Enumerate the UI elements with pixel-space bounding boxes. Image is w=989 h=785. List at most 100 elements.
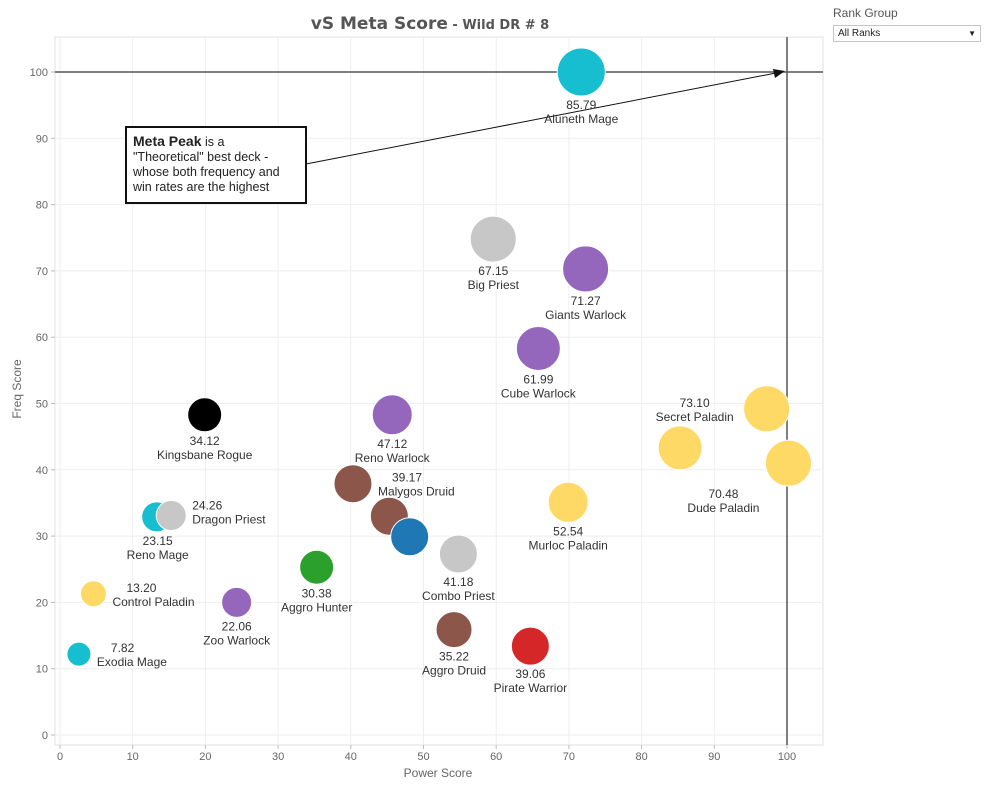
x-tick-label: 100 (778, 751, 796, 763)
point-zoo-warlock (221, 586, 253, 618)
point-aggro-hunter (299, 549, 335, 585)
point-score-label: 30.38 (302, 586, 332, 600)
point-name-label: Aggro Druid (422, 664, 486, 678)
point-score-label: 71.27 (571, 294, 601, 308)
point-score-label: 7.82 (111, 641, 135, 655)
y-axis-label: Freq Score (10, 359, 24, 419)
point-murloc-paladin (547, 481, 589, 523)
point-giants-warlock (562, 245, 610, 293)
point-name-label: Murloc Paladin (528, 538, 607, 552)
point-score-label: 41.18 (443, 575, 473, 589)
point-kingsbane-rogue (187, 397, 223, 433)
point-dude-paladin (764, 439, 812, 487)
x-tick-label: 60 (490, 751, 502, 763)
y-tick-label: 0 (42, 730, 48, 742)
point-aggro-druid (435, 611, 473, 649)
rank-group-selected: All Ranks (838, 28, 881, 39)
point-score-label: 23.15 (143, 534, 173, 548)
point-aluneth-mage (556, 47, 606, 97)
y-tick-label: 50 (36, 399, 48, 411)
annotation-bold: Meta Peak (133, 133, 202, 149)
chart-subtitle: Wild DR # 8 (462, 18, 549, 33)
point-secret-paladin (743, 385, 791, 433)
point-score-label: 85.79 (566, 98, 596, 112)
point-score-label: 67.15 (478, 264, 508, 278)
rank-group-select[interactable]: All Ranks ▼ (833, 25, 981, 42)
point-name-label: Pirate Warrior (494, 681, 568, 695)
y-tick-label: 60 (36, 332, 48, 344)
point-name-label: Secret Paladin (656, 410, 734, 424)
point-score-label: 47.12 (377, 437, 407, 451)
point-score-label: 22.06 (222, 619, 252, 633)
annotation-line-2: "Theoretical" best deck - (133, 150, 269, 164)
point-name-label: Combo Priest (422, 589, 495, 603)
x-tick-label: 50 (417, 751, 429, 763)
point-score-label: 39.06 (515, 667, 545, 681)
point-name-label: Reno Warlock (355, 451, 431, 465)
point-name-label: Aggro Hunter (281, 600, 352, 614)
filter-title: Rank Group (833, 6, 898, 20)
y-tick-label: 30 (36, 531, 48, 543)
y-tick-label: 20 (36, 597, 48, 609)
point-unlabeled (657, 425, 703, 471)
point-exodia-mage (66, 641, 92, 667)
meta-peak-annotation: Meta Peak is a "Theoretical" best deck -… (125, 126, 307, 204)
chart-title-separator: - (448, 18, 462, 33)
x-axis-label: Power Score (404, 766, 473, 780)
point-cube-warlock (515, 325, 561, 371)
point-name-label: Giants Warlock (545, 308, 627, 322)
y-tick-label: 80 (36, 200, 48, 212)
point-score-label: 39.17 (392, 471, 422, 485)
point-unlabeled (390, 517, 430, 557)
x-tick-label: 0 (57, 751, 63, 763)
point-name-label: Dude Paladin (687, 501, 759, 515)
point-score-label: 13.20 (126, 581, 156, 595)
chart-title: vS Meta Score - Wild DR # 8 (311, 14, 549, 34)
point-reno-warlock (371, 394, 413, 436)
y-tick-label: 90 (36, 133, 48, 145)
point-name-label: Aluneth Mage (544, 112, 618, 126)
point-name-label: Exodia Mage (97, 655, 167, 669)
point-score-label: 24.26 (192, 499, 222, 513)
reference-lines (55, 37, 823, 745)
chart-title-main: vS Meta Score (311, 14, 448, 34)
rank-group-filter: Rank Group All Ranks ▼ (833, 6, 983, 42)
x-tick-label: 10 (127, 751, 139, 763)
point-score-label: 70.48 (708, 487, 738, 501)
point-malygos-druid (333, 464, 373, 504)
plot-border (54, 36, 824, 746)
point-name-label: Dragon Priest (192, 513, 266, 527)
point-score-label: 34.12 (190, 434, 220, 448)
point-name-label: Zoo Warlock (203, 633, 271, 647)
meta-peak-arrow (305, 69, 785, 165)
point-name-label: Cube Warlock (501, 386, 577, 400)
x-tick-label: 80 (635, 751, 647, 763)
data-points (66, 47, 812, 667)
point-control-paladin (79, 580, 107, 608)
x-tick-label: 70 (563, 751, 575, 763)
point-score-label: 52.54 (553, 524, 583, 538)
point-score-label: 35.22 (439, 650, 469, 664)
annotation-line-3: whose both frequency and (133, 165, 280, 179)
annotation-line-1: is a (201, 135, 225, 149)
dropdown-caret-icon: ▼ (968, 29, 976, 38)
point-name-label: Control Paladin (112, 595, 194, 609)
x-tick-label: 30 (272, 751, 284, 763)
point-name-label: Reno Mage (127, 548, 189, 562)
point-name-label: Kingsbane Rogue (157, 448, 253, 462)
x-tick-label: 90 (708, 751, 720, 763)
y-tick-label: 40 (36, 465, 48, 477)
axis-ticks: 0 10 20 30 40 50 60 70 80 90 100 0 10 20 30 40 50 60 70 80 9… (30, 67, 797, 763)
y-tick-label: 100 (30, 67, 48, 79)
x-tick-label: 40 (345, 751, 357, 763)
x-tick-label: 20 (199, 751, 211, 763)
point-score-label: 61.99 (523, 372, 553, 386)
point-name-label: Malygos Druid (378, 485, 455, 499)
point-dragon-priest (155, 500, 187, 532)
annotation-line-4: win rates are the highest (133, 180, 270, 194)
point-big-priest (469, 215, 517, 263)
y-tick-label: 10 (36, 664, 48, 676)
point-score-label: 73.10 (680, 396, 710, 410)
